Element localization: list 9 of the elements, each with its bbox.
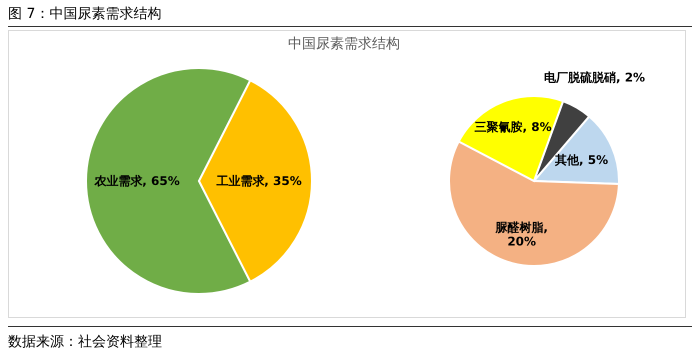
text: 中国尿素需求结构 [288, 36, 400, 52]
slice-label: 电厂脱硫脱硝, 2% [544, 70, 646, 84]
source-note: 数据来源：社会资料整理 [8, 326, 692, 351]
slice-label: 农业需求, 65% [93, 174, 180, 188]
slice-label: 三聚氰胺, 8% [474, 120, 552, 134]
slice-label: 脲醛树脂, 20% [494, 220, 548, 248]
slice-label: 工业需求, 35% [215, 174, 302, 188]
slice-label: 其他, 5% [554, 153, 608, 168]
caption: 图 7：中国尿素需求结构 [8, 5, 692, 27]
